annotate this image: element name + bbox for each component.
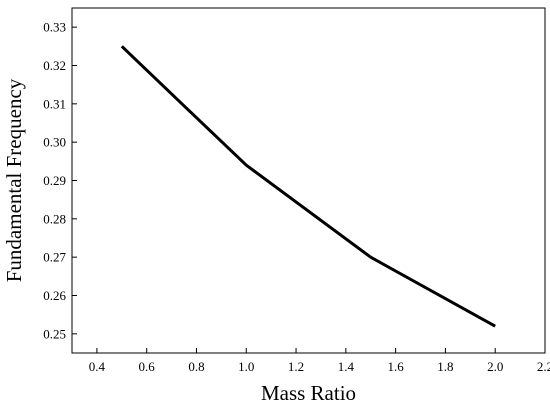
y-tick-label: 0.31 (43, 96, 66, 111)
x-axis-tick-labels: 0.4 0.6 0.8 1.0 1.2 1.4 1.6 1.8 2.0 2.2 (89, 359, 550, 374)
y-tick-label: 0.33 (43, 20, 66, 35)
x-tick-label: 1.6 (388, 359, 405, 374)
x-tick-label: 0.6 (139, 359, 156, 374)
plot-frame (71, 7, 546, 354)
y-axis-tick-labels: 0.25 0.26 0.27 0.28 0.29 0.30 0.31 0.32 0.33 (43, 20, 66, 342)
y-axis-ticks (72, 26, 77, 335)
y-tick-label: 0.29 (43, 173, 66, 188)
series-layer (120, 45, 496, 328)
y-tick-label: 0.28 (43, 211, 66, 226)
x-tick-label: 2.2 (537, 359, 550, 374)
y-tick-label: 0.25 (43, 326, 66, 341)
y-axis-title: Fundamental Frequency (2, 78, 26, 282)
x-tick-label: 1.2 (288, 359, 304, 374)
x-tick-label: 1.8 (437, 359, 453, 374)
x-tick-label: 0.8 (188, 359, 204, 374)
x-axis-ticks (96, 348, 546, 353)
x-tick-label: 0.4 (89, 359, 106, 374)
y-tick-label: 0.30 (43, 135, 66, 150)
series-line (120, 45, 496, 328)
y-tick-label: 0.26 (43, 288, 66, 303)
y-tick-label: 0.32 (43, 58, 66, 73)
y-tick-label: 0.27 (43, 250, 66, 265)
x-axis-title: Mass Ratio (261, 381, 356, 405)
x-tick-label: 2.0 (487, 359, 503, 374)
x-tick-label: 1.0 (238, 359, 254, 374)
x-tick-label: 1.4 (338, 359, 355, 374)
